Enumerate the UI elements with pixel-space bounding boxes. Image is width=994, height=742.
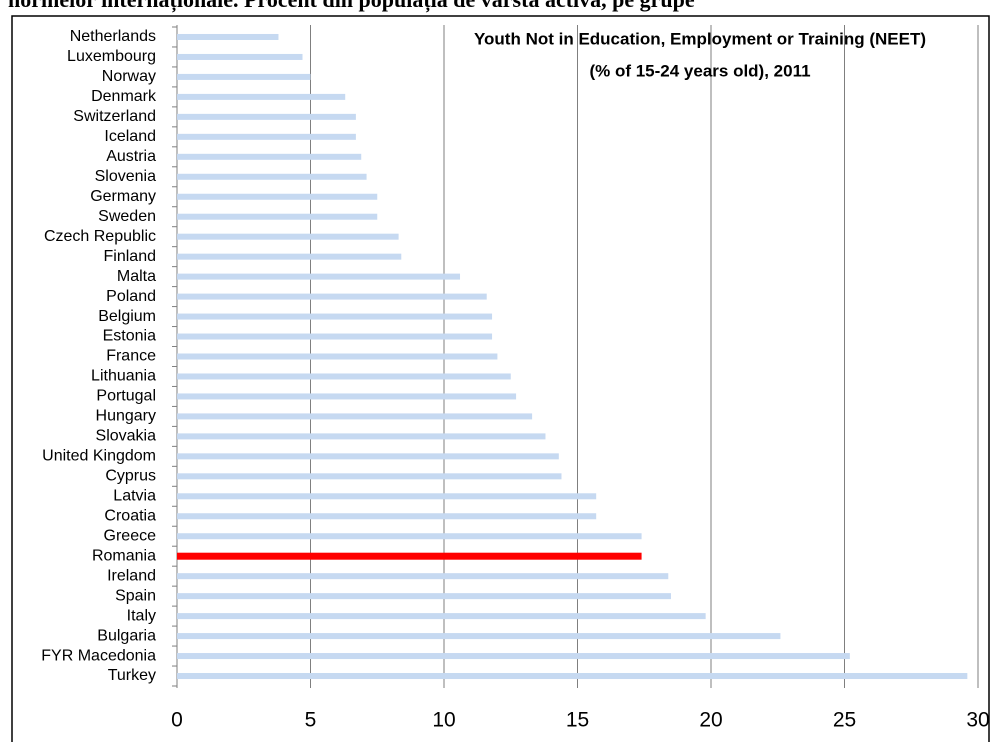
y-tick-label: Bulgaria (97, 627, 156, 644)
y-tick-label: Portugal (96, 388, 156, 405)
chart-subtitle: (% of 15-24 years old), 2011 (589, 61, 810, 80)
y-tick-label: Netherlands (70, 28, 156, 45)
bar (177, 433, 546, 440)
bar (177, 193, 378, 200)
bar (177, 113, 356, 120)
y-tick-label: Iceland (104, 128, 156, 145)
y-tick-label: Croatia (104, 507, 156, 524)
bar (177, 333, 493, 340)
y-tick-label: Slovenia (95, 168, 156, 185)
bar (177, 353, 498, 360)
y-tick-label: Turkey (108, 667, 156, 684)
bar (177, 453, 559, 460)
x-tick-label: 30 (966, 709, 989, 732)
x-tick-label: 10 (432, 709, 455, 732)
y-tick-label: Romania (92, 547, 156, 564)
chart-title: Youth Not in Education, Employment or Tr… (474, 29, 926, 48)
y-tick-label: Norway (102, 68, 156, 85)
chart-frame (11, 15, 990, 742)
bar (177, 93, 346, 100)
bar (177, 313, 493, 320)
bar (177, 373, 511, 380)
y-tick-label: Sweden (98, 208, 156, 225)
y-tick-label: Austria (106, 148, 156, 165)
bar (177, 653, 850, 660)
bar (177, 573, 669, 580)
x-tick-label: 25 (833, 709, 856, 732)
y-tick-label: Switzerland (73, 108, 156, 125)
bar (177, 673, 968, 680)
y-tick-label: Spain (115, 587, 156, 604)
y-tick-label: FYR Macedonia (41, 647, 156, 664)
y-tick-label: Hungary (96, 408, 156, 425)
x-tick-label: 5 (305, 709, 317, 732)
y-tick-label: Italy (127, 607, 156, 624)
y-tick-label: Belgium (98, 308, 156, 325)
y-tick-label: Poland (106, 288, 156, 305)
y-tick-label: United Kingdom (42, 448, 156, 465)
y-tick-label: Lithuania (91, 368, 156, 385)
caption: normelor internaționale. Procent din pop… (8, 0, 695, 13)
bar (177, 633, 781, 640)
bar (177, 473, 562, 480)
y-tick-label: Denmark (91, 88, 157, 105)
bar (177, 173, 367, 180)
bar (177, 73, 311, 80)
y-tick-label: Luxembourg (67, 48, 156, 65)
bar (177, 393, 517, 400)
bar (177, 552, 642, 560)
bar (177, 233, 399, 240)
bar (177, 213, 378, 220)
bar (177, 593, 671, 600)
bar (177, 153, 362, 160)
bar (177, 133, 356, 140)
y-tick-label: Malta (117, 268, 156, 285)
bar (177, 493, 597, 500)
bar (177, 533, 642, 540)
y-tick-label: Finland (104, 248, 156, 265)
y-tick-label: Czech Republic (44, 228, 156, 245)
y-tick-label: Estonia (103, 328, 156, 345)
bar (177, 253, 402, 260)
bar (177, 413, 533, 420)
y-tick-label: Cyprus (105, 468, 156, 485)
bar (177, 33, 279, 40)
y-tick-label: France (106, 348, 156, 365)
y-tick-label: Slovakia (96, 428, 157, 445)
x-tick-label: 15 (566, 709, 589, 732)
y-tick-label: Greece (104, 527, 157, 544)
y-tick-label: Germany (90, 188, 156, 205)
bar (177, 613, 706, 620)
bar (177, 293, 487, 300)
y-tick-label: Ireland (107, 567, 156, 584)
x-tick-label: 20 (699, 709, 722, 732)
bar (177, 273, 461, 280)
bar (177, 513, 597, 520)
x-tick-label: 0 (171, 709, 183, 732)
y-tick-label: Latvia (113, 488, 156, 505)
bar (177, 53, 303, 60)
